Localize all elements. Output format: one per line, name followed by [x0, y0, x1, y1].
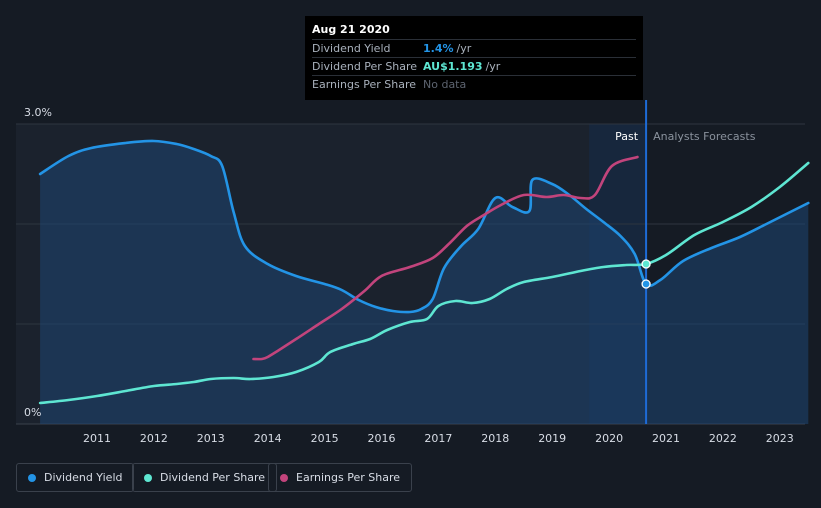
dividend-per-share-dot-icon	[144, 473, 152, 482]
tooltip-label: Dividend Per Share	[312, 60, 418, 73]
tooltip-label: Dividend Yield	[312, 42, 391, 55]
tooltip-value: 1.4%	[423, 42, 454, 55]
x-tick-label: 2015	[311, 432, 339, 445]
x-tick-label: 2014	[254, 432, 282, 445]
legend-label: Earnings Per Share	[296, 471, 401, 484]
earnings-per-share-dot-icon	[280, 473, 288, 482]
earnings-per-share-line	[252, 155, 639, 361]
tooltip-label: Earnings Per Share	[312, 78, 417, 91]
x-tick-label: 2018	[481, 432, 509, 445]
current-value-marker	[641, 279, 651, 289]
tooltip-row-dividend-per-share: Dividend Per Share AU$1.193 /yr	[312, 57, 636, 75]
current-value-marker	[641, 259, 651, 269]
x-tick-label: 2016	[368, 432, 396, 445]
tooltip-row-dividend-yield: Dividend Yield 1.4% /yr	[312, 39, 636, 57]
y-tick-label: 3.0%	[24, 106, 52, 119]
legend-label: Dividend Yield	[44, 471, 123, 484]
x-tick-label: 2020	[595, 432, 623, 445]
x-tick-label: 2019	[538, 432, 566, 445]
legend-item-dividend-per-share[interactable]: Dividend Per Share	[132, 463, 278, 492]
x-tick-label: 2021	[652, 432, 680, 445]
tooltip-unit: /yr	[485, 60, 501, 73]
tooltip-date: Aug 21 2020	[312, 23, 390, 36]
legend-label: Dividend Per Share	[160, 471, 266, 484]
chart-tooltip: Aug 21 2020 Dividend Yield 1.4% /yr Divi…	[305, 16, 643, 100]
x-tick-label: 2023	[766, 432, 794, 445]
tooltip-row-earnings-per-share: Earnings Per Share No data	[312, 75, 636, 93]
x-tick-label: 2012	[140, 432, 168, 445]
dividend-yield-area	[40, 140, 809, 424]
dividend-yield-line	[38, 139, 810, 314]
x-tick-label: 2017	[424, 432, 452, 445]
legend-item-earnings-per-share[interactable]: Earnings Per Share	[268, 463, 413, 492]
tooltip-unit: /yr	[456, 42, 472, 55]
x-tick-label: 2011	[83, 432, 111, 445]
tooltip-value: AU$1.193	[423, 60, 483, 73]
y-tick-label: 0%	[24, 406, 41, 419]
past-region-label: Past	[615, 130, 639, 143]
dividend-yield-dot-icon	[28, 473, 36, 482]
x-tick-label: 2022	[709, 432, 737, 445]
x-tick-label: 2013	[197, 432, 225, 445]
tooltip-value: No data	[423, 78, 467, 91]
legend-item-dividend-yield[interactable]: Dividend Yield	[16, 463, 135, 492]
forecast-region-label: Analysts Forecasts	[653, 130, 756, 143]
